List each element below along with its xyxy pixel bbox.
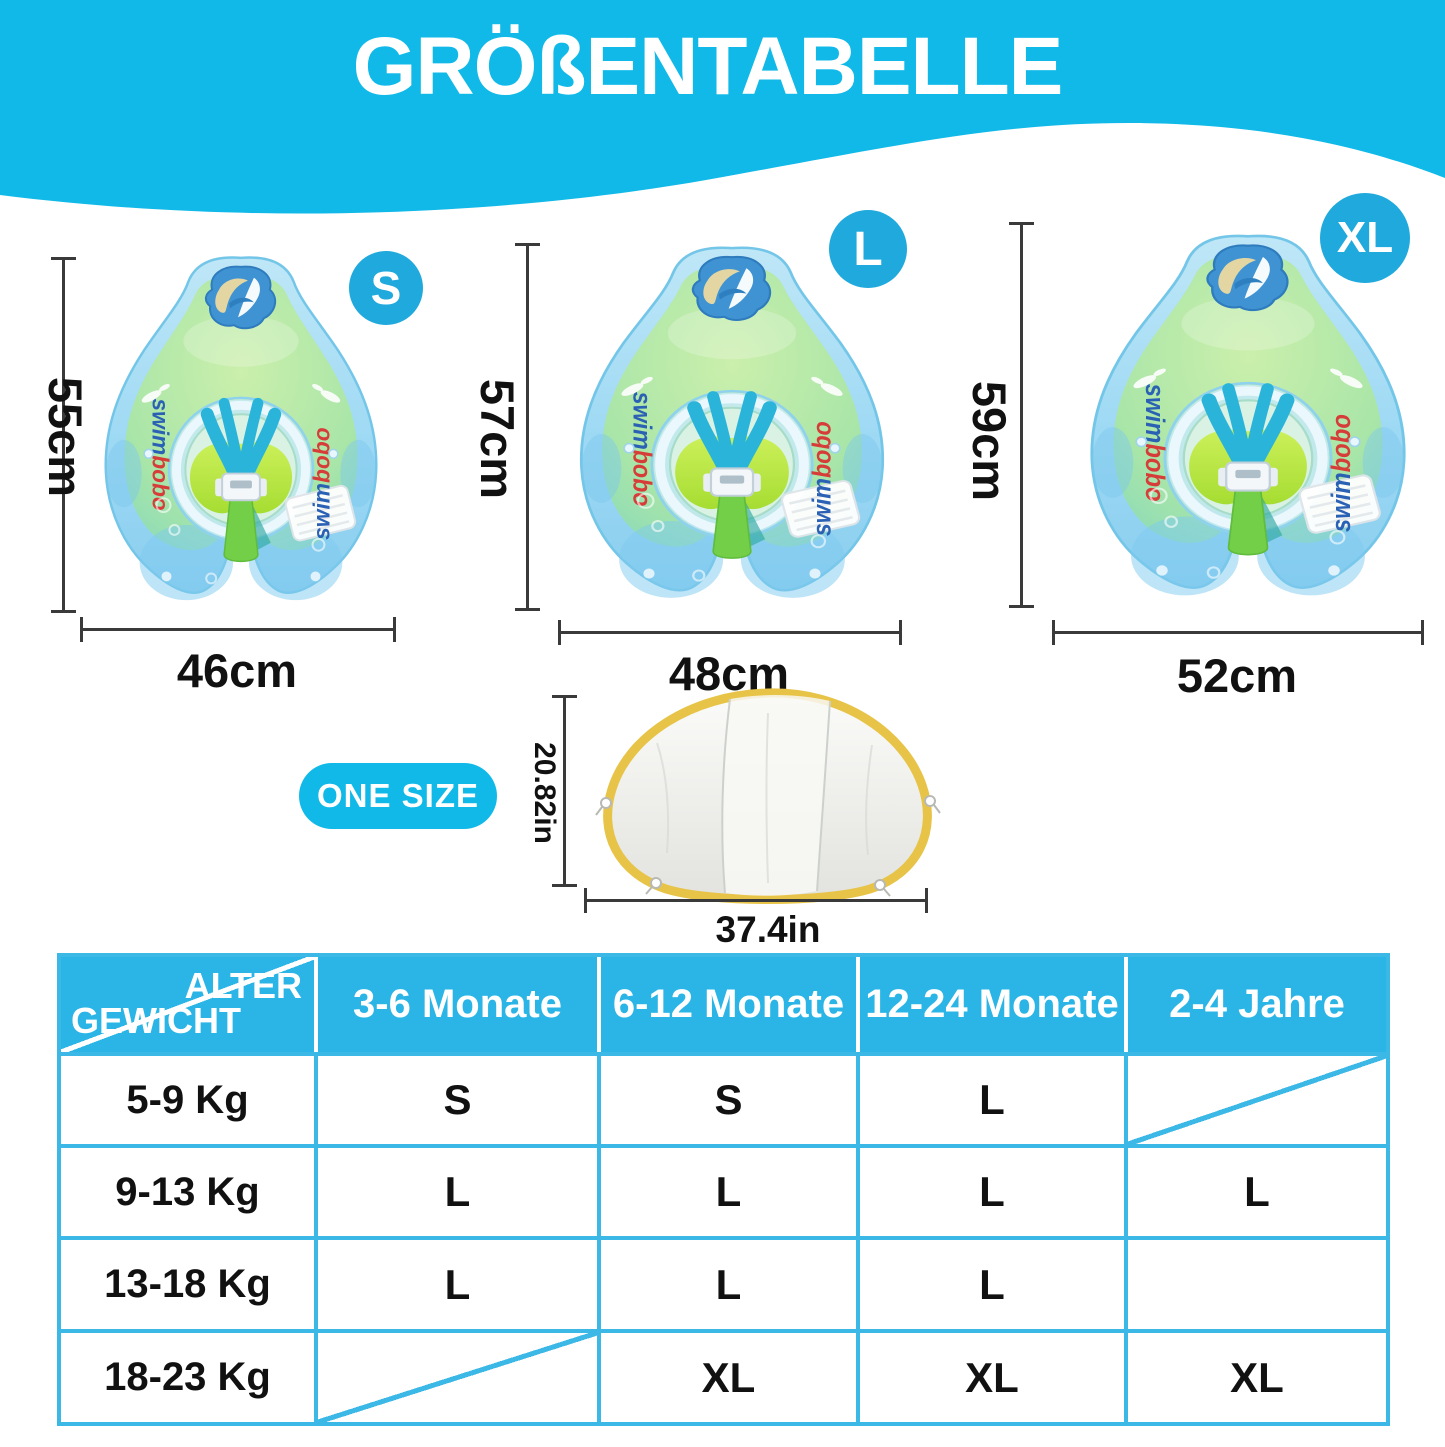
- table-cell-r2c3: [1124, 1236, 1386, 1329]
- canopy-hooks: [595, 795, 941, 897]
- column-header-3: 2-4 Jahre: [1124, 957, 1386, 1052]
- height-dimension-line-l: [515, 243, 540, 611]
- canopy-width-dimension-line: [584, 888, 928, 913]
- row-label-2: 13-18 Kg: [61, 1236, 314, 1329]
- page-title: GRÖßENTABELLE: [352, 21, 1064, 112]
- table-cell-r2c0: L: [314, 1236, 597, 1329]
- column-header-2: 12-24 Monate: [856, 957, 1124, 1052]
- canopy-width-label: 37.4in: [715, 909, 821, 950]
- table-cell-r3c1: XL: [597, 1329, 856, 1422]
- height-dimension-line-s: [51, 257, 76, 613]
- table-cell-r3c0-crossed: [314, 1329, 597, 1422]
- table-cell-r2c2: L: [856, 1236, 1124, 1329]
- row-label-0: 5-9 Kg: [61, 1052, 314, 1144]
- row-label-3: 18-23 Kg: [61, 1329, 314, 1422]
- width-dimension-line-xl: [1052, 620, 1424, 645]
- header-wave: [0, 0, 1445, 214]
- table-cell-r1c0: L: [314, 1144, 597, 1236]
- one-size-badge: ONE SIZE: [299, 763, 497, 829]
- corner-label-gewicht: GEWICHT: [71, 1000, 241, 1041]
- size-badge-xl: XL: [1320, 193, 1410, 283]
- height-dimension-line-xl: [1009, 222, 1034, 608]
- table-corner-cell: ALTER GEWICHT: [61, 957, 314, 1052]
- height-label-xl: 59cm: [963, 380, 1017, 502]
- table-cell-r0c2: L: [856, 1052, 1124, 1144]
- table-cell-r3c3: XL: [1124, 1329, 1386, 1422]
- table-cell-r2c1: L: [597, 1236, 856, 1329]
- canopy-height-label: 20.82in: [528, 742, 561, 844]
- height-label-l: 57cm: [471, 378, 525, 500]
- row-label-1: 9-13 Kg: [61, 1144, 314, 1236]
- size-table: ALTER GEWICHT 3-6 Monate 6-12 Monate 12-…: [57, 953, 1390, 1426]
- canopy-height-dimension-line: [552, 695, 577, 887]
- column-header-1: 6-12 Monate: [597, 957, 856, 1052]
- size-badge-l: L: [829, 210, 907, 288]
- table-cell-r1c2: L: [856, 1144, 1124, 1236]
- column-header-0: 3-6 Monate: [314, 957, 597, 1052]
- float-image-xl: [1076, 228, 1420, 612]
- corner-label-alter: ALTER: [184, 965, 302, 1006]
- width-label-s: 46cm: [176, 643, 298, 697]
- table-cell-r0c1: S: [597, 1052, 856, 1144]
- table-cell-r3c2: XL: [856, 1329, 1124, 1422]
- width-dimension-line-l: [558, 620, 902, 645]
- width-label-xl: 52cm: [1176, 648, 1298, 702]
- height-label-s: 55cm: [39, 376, 93, 498]
- table-cell-r1c1: L: [597, 1144, 856, 1236]
- canopy-image: [595, 688, 941, 904]
- width-dimension-line-s: [80, 617, 396, 642]
- table-cell-r1c3: L: [1124, 1144, 1386, 1236]
- table-cell-r0c0: S: [314, 1052, 597, 1144]
- float-image-s: [92, 250, 390, 616]
- float-image-l: [566, 240, 898, 614]
- size-badge-s: S: [349, 251, 423, 325]
- table-cell-r0c3-crossed: [1124, 1052, 1386, 1144]
